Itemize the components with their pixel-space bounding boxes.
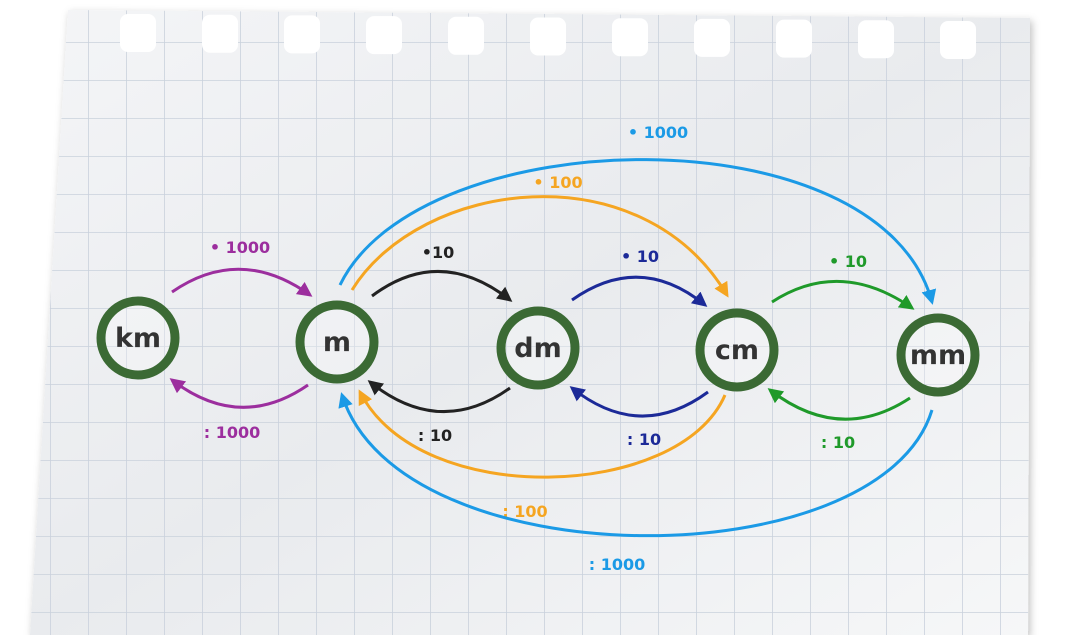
paper-hole (858, 20, 894, 59)
conversion-arrow-m-km: : 1000 (169, 378, 309, 442)
node-ring (496, 306, 580, 390)
unit-label: cm (715, 335, 759, 366)
conversion-arrow-cm-m: : 100 (358, 389, 727, 521)
conversion-label: : 1000 (589, 555, 646, 574)
unit-node-km: km (96, 296, 180, 380)
node-ring (96, 296, 180, 380)
conversion-arrow-cm-dm: : 10 (569, 386, 709, 449)
arrow-path (338, 158, 937, 305)
unit-node-mm: mm (896, 313, 980, 397)
conversion-label: • 1000 (628, 123, 688, 142)
arrow-path (767, 388, 911, 421)
conversion-label: : 10 (418, 426, 452, 445)
unit-node-cm: cm (695, 308, 779, 392)
paper-hole (202, 14, 238, 53)
arrow-path (367, 380, 511, 414)
unit-label: dm (514, 333, 561, 364)
paper-hole (694, 18, 730, 57)
arrow-path (371, 270, 513, 302)
paper-hole (284, 15, 320, 54)
node-ring (896, 313, 980, 397)
paper-hole (366, 16, 402, 55)
notebook-paper (30, 10, 1030, 635)
conversion-arrow-m-cm: • 100 (350, 173, 729, 298)
conversion-label: : 10 (821, 433, 855, 452)
conversion-label: • 1000 (210, 238, 270, 257)
paper-hole (530, 17, 566, 56)
node-ring (295, 300, 379, 384)
unit-node-dm: dm (496, 306, 580, 390)
paper-hole (940, 21, 976, 59)
arrow-path (350, 195, 729, 298)
arrow-path (358, 389, 727, 479)
paper-hole (776, 19, 812, 58)
node-ring (695, 308, 779, 392)
conversion-label: • 100 (533, 173, 582, 192)
unit-label: mm (910, 340, 966, 371)
conversion-arrow-km-m: • 1000 (171, 238, 313, 297)
conversion-arrow-dm-m: : 10 (367, 380, 511, 445)
conversion-arrow-mm-cm: : 10 (767, 388, 911, 452)
conversion-arrow-mm-m: : 1000 (338, 392, 934, 574)
unit-node-m: m (295, 300, 379, 384)
conversion-arrow-m-mm: • 1000 (338, 123, 937, 305)
arrow-path (171, 267, 313, 297)
conversion-arrow-m-dm: •10 (371, 243, 513, 302)
conversion-label: : 1000 (204, 423, 261, 442)
conversion-label: •10 (422, 243, 455, 262)
paper-hole (120, 14, 156, 52)
unit-label: m (323, 327, 351, 358)
conversion-label: • 10 (829, 252, 867, 271)
arrow-path (169, 378, 309, 409)
conversion-label: : 100 (502, 502, 547, 521)
paper-hole (612, 18, 648, 57)
paper-hole (448, 16, 484, 55)
arrow-path (571, 275, 708, 307)
conversion-label: • 10 (621, 247, 659, 266)
arrow-path (338, 392, 934, 538)
conversion-arrow-cm-mm: • 10 (771, 252, 915, 310)
arrow-path (569, 386, 709, 418)
unit-label: km (115, 323, 161, 354)
arrow-path (771, 279, 915, 310)
conversion-label: : 10 (627, 430, 661, 449)
conversion-arrow-dm-cm: • 10 (571, 247, 708, 307)
